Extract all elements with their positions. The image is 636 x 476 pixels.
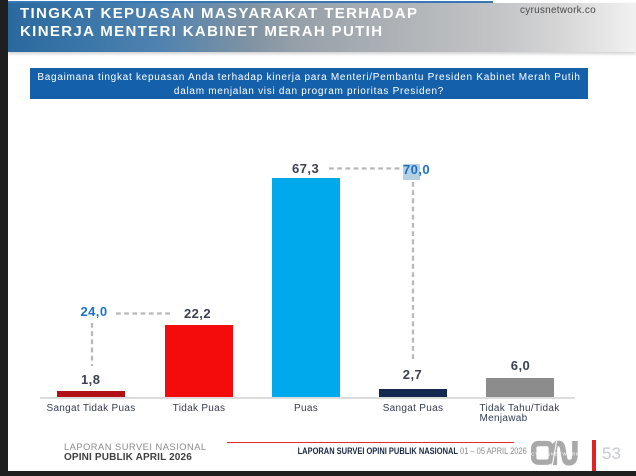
svg-text:CYRUSNETWORK: CYRUSNETWORK	[531, 452, 580, 458]
